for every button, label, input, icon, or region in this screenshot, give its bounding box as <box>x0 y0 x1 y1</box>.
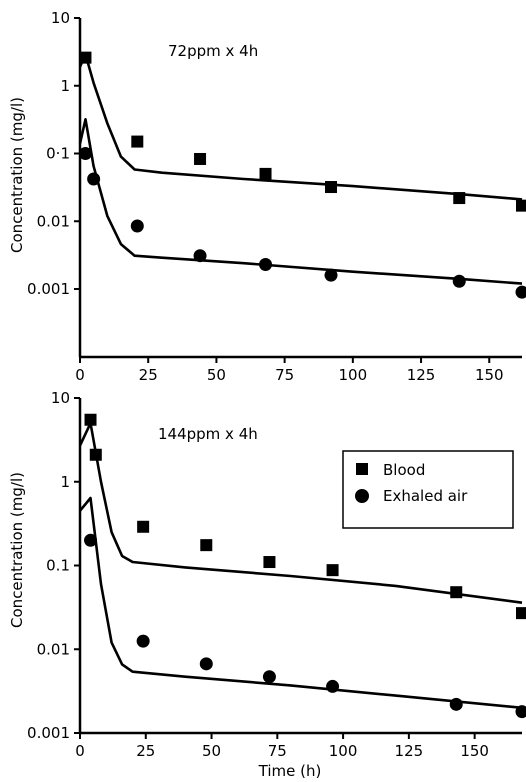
panel-top-point-blood <box>131 135 144 148</box>
panel-bottom-point-exhaled-air <box>515 705 526 719</box>
legend-label-blood: Blood <box>383 461 425 479</box>
panel-top-x-tick-label: 50 <box>207 366 226 384</box>
panel-top-point-blood <box>79 51 92 64</box>
panel-top-point-exhaled-air <box>515 285 526 299</box>
panel-bottom-x-tick-label: 125 <box>395 742 424 760</box>
panel-bottom-point-exhaled-air <box>84 533 98 547</box>
panel-bottom-x-tick-label: 75 <box>268 742 287 760</box>
panel-bottom-point-exhaled-air <box>136 634 150 648</box>
panel-top-y-tick-label: 0.001 <box>27 280 70 298</box>
panel-top-y-tick-label: 0·1 <box>46 145 70 163</box>
panel-bottom-point-blood <box>516 607 526 620</box>
panel-top-y-tick-label: 0.01 <box>37 212 70 230</box>
panel-top-point-exhaled-air <box>130 219 144 233</box>
panel-bottom-point-exhaled-air <box>326 679 340 693</box>
panel-bottom-x-tick-label: 25 <box>136 742 155 760</box>
panel-bottom-annotation: 144ppm x 4h <box>158 425 258 443</box>
panel-top-point-blood <box>259 167 272 180</box>
panel-bottom-x-axis-title: Time (h) <box>258 762 322 780</box>
panel-bottom-data-layer <box>78 413 526 719</box>
panel-top-point-exhaled-air <box>324 268 338 282</box>
panel-top-fit-line-blood <box>78 53 523 201</box>
panel-top-y-tick-label: 1 <box>60 77 70 95</box>
legend: Blood Exhaled air <box>342 450 514 529</box>
panel-bottom-y-tick-label: 1 <box>60 473 70 491</box>
panel-top-x-tick-label: 100 <box>339 366 368 384</box>
legend-square-marker <box>356 463 368 475</box>
panel-top-point-exhaled-air <box>259 257 273 271</box>
panel-bottom-y-axis-title: Concentration (mg/l) <box>8 472 26 628</box>
panel-bottom-point-blood <box>326 564 339 577</box>
panel-top-data-layer <box>78 51 526 299</box>
legend-circle-marker <box>355 489 369 503</box>
panel-top-point-blood <box>516 199 526 212</box>
panel-bottom-point-blood <box>84 413 97 426</box>
panel-bottom-point-blood <box>263 556 276 569</box>
panel-top-point-blood <box>194 152 207 165</box>
panel-top-x-tick-label: 75 <box>275 366 294 384</box>
legend-box <box>342 450 514 529</box>
panel-bottom-x-tick-label: 150 <box>460 742 489 760</box>
panel-bottom-x-tick-label: 50 <box>202 742 221 760</box>
panel-bottom-point-blood <box>137 520 150 533</box>
panel-bottom-y-tick-label: 0.1 <box>46 557 70 575</box>
panel-top-x-tick-label: 25 <box>139 366 158 384</box>
panel-bottom-x-tick-label: 0 <box>75 742 85 760</box>
legend-label-exhaled-air: Exhaled air <box>383 487 468 505</box>
panel-top-point-blood <box>325 181 338 194</box>
panel-top-point-exhaled-air <box>193 249 207 263</box>
panel-top-x-tick-label: 150 <box>475 366 504 384</box>
panel-bottom-point-blood <box>89 448 102 461</box>
panel-top-point-exhaled-air <box>78 147 92 160</box>
panel-bottom-point-exhaled-air <box>449 697 463 711</box>
panel-top-point-exhaled-air <box>87 172 101 186</box>
panel-bottom-x-tick-label: 100 <box>329 742 358 760</box>
panel-top-x-tick-label: 0 <box>75 366 85 384</box>
panel-bottom-point-blood <box>450 586 463 599</box>
panel-top-point-exhaled-air <box>452 274 466 288</box>
panel-top-annotation: 72ppm x 4h <box>168 42 258 60</box>
panel-bottom-y-tick-label: 0.001 <box>27 724 70 742</box>
panel-top-x-tick-label: 125 <box>407 366 436 384</box>
panel-bottom-y-tick-label: 0.01 <box>37 640 70 658</box>
panel-bottom-point-exhaled-air <box>199 657 213 671</box>
panel-bottom-point-blood <box>200 539 213 552</box>
panel-top-y-axis-title: Concentration (mg/l) <box>8 97 26 253</box>
panel-bottom-point-exhaled-air <box>262 670 276 684</box>
panel-bottom-y-tick-label: 10 <box>51 389 70 407</box>
panel-top-y-tick-label: 10 <box>51 9 70 27</box>
panel-top-point-blood <box>453 192 466 205</box>
